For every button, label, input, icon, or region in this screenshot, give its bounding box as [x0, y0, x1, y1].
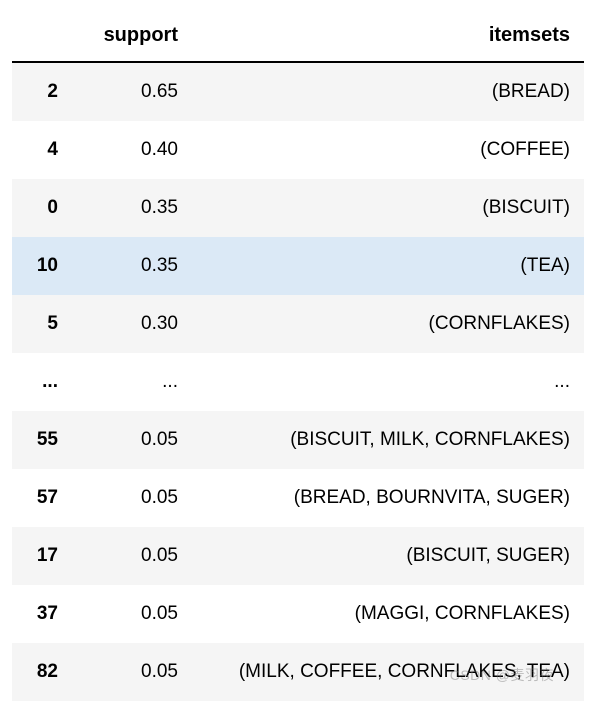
cell-support: 0.05: [72, 527, 192, 585]
cell-support: 0.30: [72, 295, 192, 353]
cell-support: 0.65: [72, 62, 192, 121]
table-row: 4 0.40 (COFFEE): [12, 121, 584, 179]
cell-itemsets: (COFFEE): [192, 121, 584, 179]
cell-itemsets: (BISCUIT, SUGER): [192, 527, 584, 585]
cell-support: 0.35: [72, 237, 192, 295]
cell-index: 4: [12, 121, 72, 179]
cell-itemsets: (MAGGI, CORNFLAKES): [192, 585, 584, 643]
table-row: 82 0.05 (MILK, COFFEE, CORNFLAKES, TEA): [12, 643, 584, 701]
header-itemsets: itemsets: [192, 12, 584, 62]
table-row: 37 0.05 (MAGGI, CORNFLAKES): [12, 585, 584, 643]
cell-index: 10: [12, 237, 72, 295]
cell-index: 37: [12, 585, 72, 643]
cell-itemsets: (BISCUIT, MILK, CORNFLAKES): [192, 411, 584, 469]
cell-index: 55: [12, 411, 72, 469]
cell-support: 0.35: [72, 179, 192, 237]
data-table: support itemsets 2 0.65 (BREAD) 4 0.40 (…: [12, 12, 584, 701]
cell-support: 0.40: [72, 121, 192, 179]
cell-itemsets: ...: [192, 353, 584, 411]
table-row: 5 0.30 (CORNFLAKES): [12, 295, 584, 353]
table-header-row: support itemsets: [12, 12, 584, 62]
cell-index: 82: [12, 643, 72, 701]
cell-index: 57: [12, 469, 72, 527]
table-body: 2 0.65 (BREAD) 4 0.40 (COFFEE) 0 0.35 (B…: [12, 62, 584, 701]
cell-support: 0.05: [72, 411, 192, 469]
cell-itemsets: (BREAD, BOURNVITA, SUGER): [192, 469, 584, 527]
table-row: 55 0.05 (BISCUIT, MILK, CORNFLAKES): [12, 411, 584, 469]
cell-index: 5: [12, 295, 72, 353]
cell-itemsets: (MILK, COFFEE, CORNFLAKES, TEA): [192, 643, 584, 701]
cell-support: 0.05: [72, 469, 192, 527]
table-row-ellipsis: ... ... ...: [12, 353, 584, 411]
table-row: 10 0.35 (TEA): [12, 237, 584, 295]
cell-itemsets: (BISCUIT): [192, 179, 584, 237]
cell-itemsets: (BREAD): [192, 62, 584, 121]
table-row: 2 0.65 (BREAD): [12, 62, 584, 121]
header-support: support: [72, 12, 192, 62]
table-row: 57 0.05 (BREAD, BOURNVITA, SUGER): [12, 469, 584, 527]
table-row: 0 0.35 (BISCUIT): [12, 179, 584, 237]
cell-index: 17: [12, 527, 72, 585]
cell-index: 0: [12, 179, 72, 237]
cell-index: 2: [12, 62, 72, 121]
cell-support: 0.05: [72, 585, 192, 643]
cell-itemsets: (TEA): [192, 237, 584, 295]
cell-index: ...: [12, 353, 72, 411]
cell-support: 0.05: [72, 643, 192, 701]
table-row: 17 0.05 (BISCUIT, SUGER): [12, 527, 584, 585]
header-index: [12, 12, 72, 62]
cell-support: ...: [72, 353, 192, 411]
cell-itemsets: (CORNFLAKES): [192, 295, 584, 353]
